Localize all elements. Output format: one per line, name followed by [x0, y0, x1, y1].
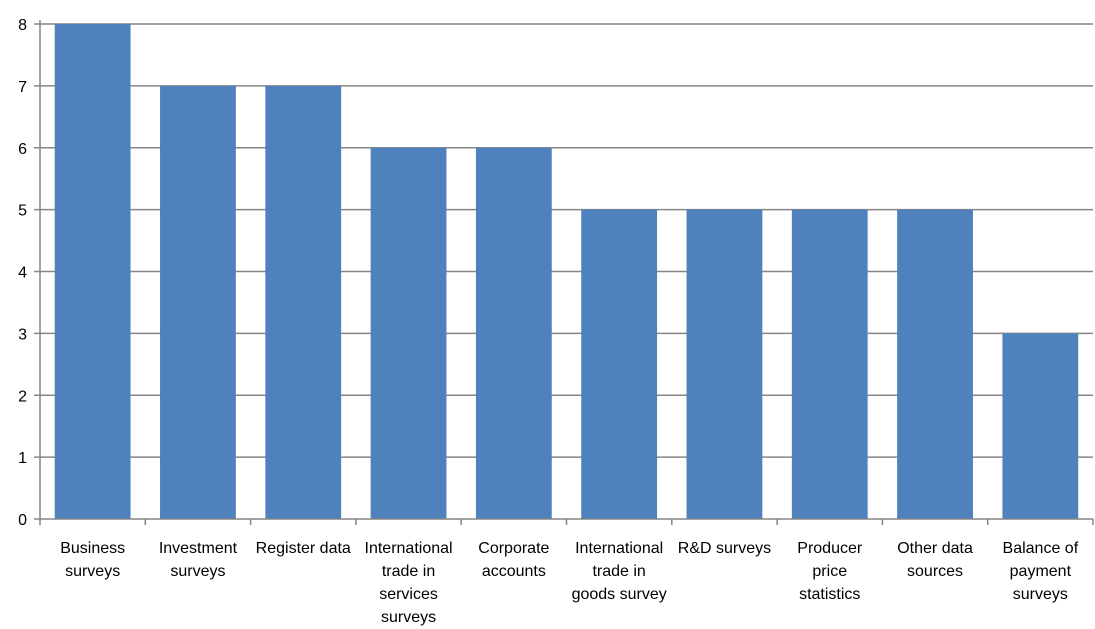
x-category-label: Business surveys	[60, 540, 125, 580]
x-category-labels: Business surveys Investment surveys Register…	[60, 540, 1079, 626]
x-category-label-line: trade in	[592, 563, 645, 580]
y-tick-label: 0	[18, 512, 27, 529]
x-category-label-line: price	[812, 563, 847, 580]
y-tick-label: 1	[18, 450, 27, 467]
y-tick-label: 2	[18, 388, 27, 405]
bars	[54, 24, 1079, 519]
bar	[54, 24, 131, 519]
x-category-label-line: goods survey	[572, 586, 667, 603]
bar	[686, 209, 763, 519]
bar	[370, 147, 447, 519]
bar	[265, 85, 342, 519]
x-category-label-line: International	[365, 540, 453, 557]
x-category-label-line: Corporate	[478, 540, 549, 557]
bar	[475, 147, 552, 519]
y-tick-label: 5	[18, 203, 27, 220]
bar	[160, 85, 236, 519]
x-category-label: International trade in goods survey	[572, 540, 667, 603]
x-category-label-line: International	[575, 540, 663, 557]
x-category-label-line: Register data	[256, 540, 351, 557]
x-category-label-line: Other data	[897, 540, 973, 557]
x-category-label: Investment surveys	[159, 540, 238, 580]
x-category-label: Register data	[256, 540, 351, 557]
x-category-label: Other data sources	[897, 540, 973, 580]
bar	[581, 209, 658, 519]
x-category-label: Balance of payment surveys	[1003, 540, 1079, 603]
x-category-label-line: services	[379, 586, 438, 603]
x-category-label-line: surveys	[170, 563, 225, 580]
x-category-label-line: Producer	[797, 540, 863, 557]
x-category-label-line: surveys	[1013, 586, 1068, 603]
y-tick-label: 6	[18, 141, 27, 158]
y-tick-label: 3	[18, 326, 27, 343]
x-category-label-line: accounts	[482, 563, 546, 580]
bar	[791, 209, 868, 519]
x-category-label: Corporate accounts	[478, 540, 549, 580]
x-category-label-line: R&D surveys	[678, 540, 771, 557]
x-category-label-line: payment	[1010, 563, 1072, 580]
x-category-label-line: statistics	[799, 586, 860, 603]
x-category-label-line: surveys	[381, 609, 436, 626]
y-tick-label: 8	[18, 17, 27, 34]
x-category-label-line: Investment	[159, 540, 238, 557]
bar	[897, 209, 973, 519]
x-category-label-line: sources	[907, 563, 963, 580]
x-category-label-line: Balance of	[1003, 540, 1079, 557]
y-tick-label: 4	[18, 265, 27, 282]
axes	[34, 20, 1094, 525]
y-tick-labels: 0 1 2 3 4 5 6 7 8	[18, 17, 27, 529]
x-category-label: International trade in services surveys	[365, 540, 453, 626]
x-category-label: Producer price statistics	[797, 540, 863, 603]
x-category-label-line: trade in	[382, 563, 435, 580]
x-category-label-line: surveys	[65, 563, 120, 580]
x-category-label-line: Business	[60, 540, 125, 557]
x-category-label: R&D surveys	[678, 540, 771, 557]
bar	[1002, 333, 1079, 519]
y-tick-label: 7	[18, 79, 27, 96]
